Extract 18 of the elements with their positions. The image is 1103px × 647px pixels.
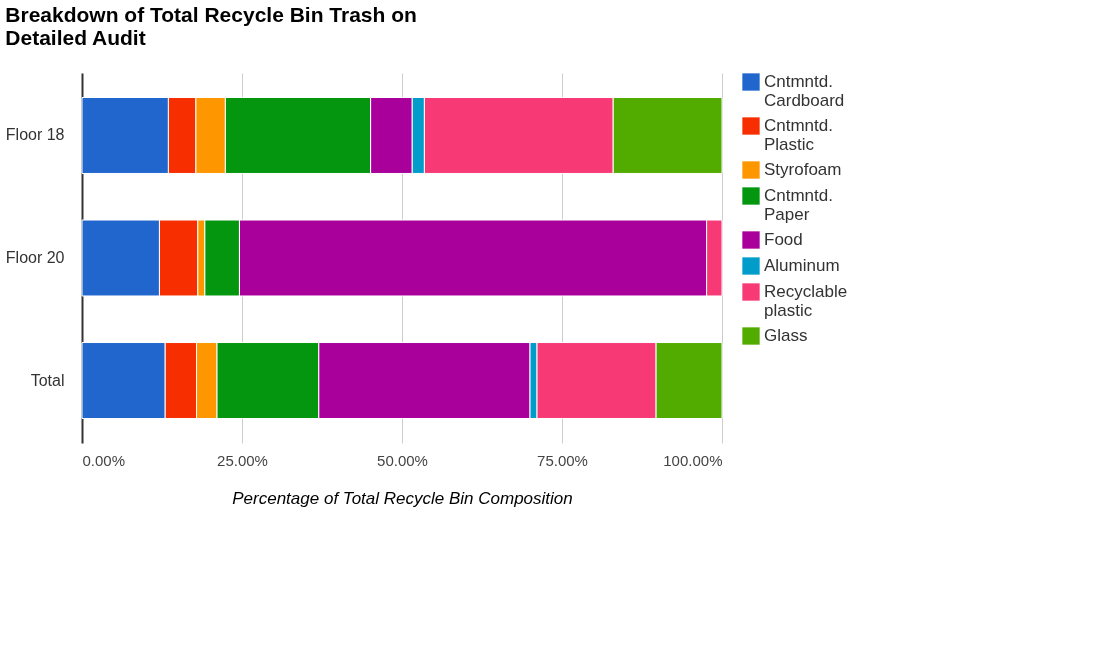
legend-label: Cntmntd. Paper (764, 186, 833, 224)
x-tick-label: 50.00% (377, 451, 428, 469)
x-tick-label: 75.00% (537, 451, 588, 469)
legend-label: Cntmntd. Cardboard (764, 72, 845, 110)
legend-label: Recyclable plastic (764, 282, 848, 320)
legend-label: Aluminum (764, 256, 840, 275)
x-tick-label: 25.00% (217, 451, 268, 469)
legend-label: Food (764, 230, 803, 249)
y-tick-label: Total (30, 371, 65, 389)
x-tick-label: 0.00% (82, 451, 126, 469)
y-tick-label: Floor 20 (5, 249, 65, 266)
y-tick-label: Floor 18 (5, 126, 65, 144)
x-axis-title: Percentage of Total Recycle Bin Composition (232, 488, 573, 508)
legend-label: Cntmntd. Plastic (764, 116, 833, 154)
x-tick-label: 100.00% (663, 451, 723, 469)
legend-label: Glass (764, 326, 808, 345)
legend-label: Styrofoam (764, 160, 842, 179)
chart-title: Breakdown of Total Recycle Bin Trash on Detailed Audit (5, 3, 417, 49)
